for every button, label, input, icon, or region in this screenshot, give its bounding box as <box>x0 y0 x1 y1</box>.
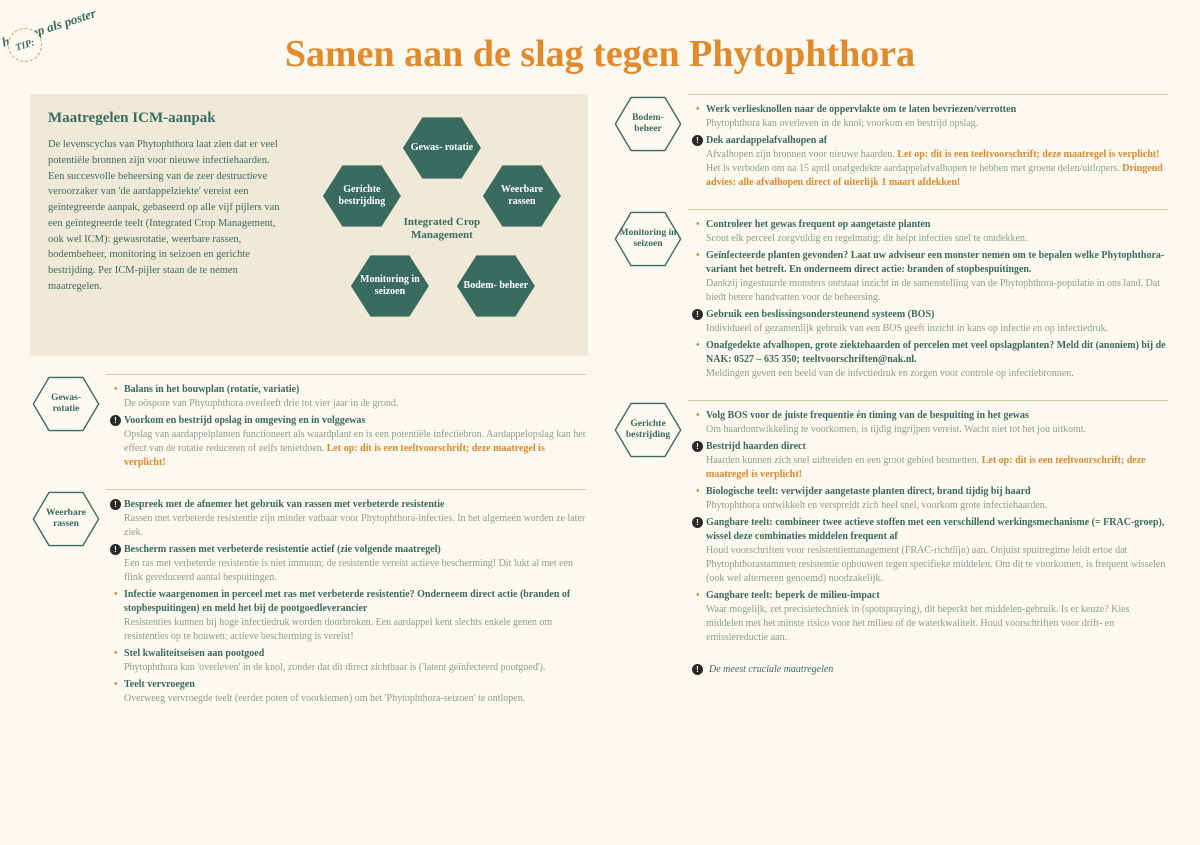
diagram-node: Gerichte bestrijding <box>323 184 401 208</box>
section-label-hex: Weerbare rassen <box>32 489 100 549</box>
section: Bodem-beheer Werk verliesknollen naar de… <box>612 94 1170 193</box>
alert-icon: ! <box>110 415 121 426</box>
page-title: Samen aan de slag tegen Phytophthora <box>0 0 1200 76</box>
section: Monitoring in seizoen Controleer het gew… <box>612 209 1170 384</box>
diagram-node: Monitoring in seizoen <box>351 274 429 298</box>
footnote: ! De meest cruciale maatregelen <box>612 664 1170 675</box>
alert-icon: ! <box>692 517 703 528</box>
section-label-hex: Monitoring in seizoen <box>614 209 682 269</box>
section-content: Werk verliesknollen naar de oppervlakte … <box>688 94 1168 193</box>
columns: Maatregelen ICM-aanpak De levenscyclus v… <box>0 76 1200 725</box>
measure-item: Geïnfecteerde planten gevonden? Laat uw … <box>694 249 1168 305</box>
alert-icon: ! <box>692 309 703 320</box>
section-label-hex: Gerichte bestrijding <box>614 400 682 460</box>
measure-item: Balans in het bouwplan (rotatie, variati… <box>112 383 586 411</box>
measure-item: Stel kwaliteitseisen aan pootgoed Phytop… <box>112 647 586 675</box>
section: Gerichte bestrijding Volg BOS voor de ju… <box>612 400 1170 648</box>
section-content: !Bespreek met de afnemer het gebruik van… <box>106 489 586 709</box>
diagram-node: Bodem- beheer <box>458 280 535 292</box>
measure-item: Volg BOS voor de juiste frequentie én ti… <box>694 409 1168 437</box>
measure-item: Controleer het gewas frequent op aangeta… <box>694 218 1168 246</box>
left-column: Maatregelen ICM-aanpak De levenscyclus v… <box>30 94 588 725</box>
intro-block: Maatregelen ICM-aanpak De levenscyclus v… <box>30 94 588 356</box>
measure-item: Biologische teelt: verwijder aangetaste … <box>694 485 1168 513</box>
measure-item: Werk verliesknollen naar de oppervlakte … <box>694 103 1168 131</box>
diagram-node: Gewas- rotatie <box>405 142 479 154</box>
icm-diagram: Integrated Crop Management Gewas- rotati… <box>297 110 570 340</box>
intro-heading: Maatregelen ICM-aanpak <box>48 110 283 127</box>
alert-icon: ! <box>692 664 703 675</box>
section-content: Volg BOS voor de juiste frequentie én ti… <box>688 400 1168 648</box>
measure-item: Teelt vervroegen Overweeg vervroegde tee… <box>112 678 586 706</box>
section-label-hex: Gewas-rotatie <box>32 374 100 434</box>
measure-item: Gangbare teelt: beperk de milieu-impact … <box>694 589 1168 645</box>
measure-item: !Bescherm rassen met verbeterde resisten… <box>112 543 586 585</box>
measure-item: !Voorkom en bestrijd opslag in omgeving … <box>112 414 586 470</box>
measure-item: !Gebruik een beslissingsondersteunend sy… <box>694 308 1168 336</box>
measure-item: Infectie waargenomen in perceel met ras … <box>112 588 586 644</box>
section-content: Controleer het gewas frequent op aangeta… <box>688 209 1168 384</box>
diagram-node: Weerbare rassen <box>483 184 561 208</box>
measure-item: !Bespreek met de afnemer het gebruik van… <box>112 498 586 540</box>
section: Weerbare rassen !Bespreek met de afnemer… <box>30 489 588 709</box>
right-column: Bodem-beheer Werk verliesknollen naar de… <box>612 94 1170 725</box>
measure-item: !Bestrijd haarden direct Haarden kunnen … <box>694 440 1168 482</box>
alert-icon: ! <box>692 441 703 452</box>
measure-item: !Dek aardappelafvalhopen af Afvalhopen z… <box>694 134 1168 190</box>
alert-icon: ! <box>110 544 121 555</box>
section-label-hex: Bodem-beheer <box>614 94 682 154</box>
intro-body: De levenscyclus van Phytophthora laat zi… <box>48 137 283 295</box>
alert-icon: ! <box>110 499 121 510</box>
measure-item: Onafgedekte afvalhopen, grote ziektehaar… <box>694 339 1168 381</box>
section: Gewas-rotatie Balans in het bouwplan (ro… <box>30 374 588 473</box>
alert-icon: ! <box>692 135 703 146</box>
diagram-center: Integrated Crop Management <box>397 216 487 242</box>
measure-item: !Gangbare teelt: combineer twee actieve … <box>694 516 1168 586</box>
section-content: Balans in het bouwplan (rotatie, variati… <box>106 374 586 473</box>
